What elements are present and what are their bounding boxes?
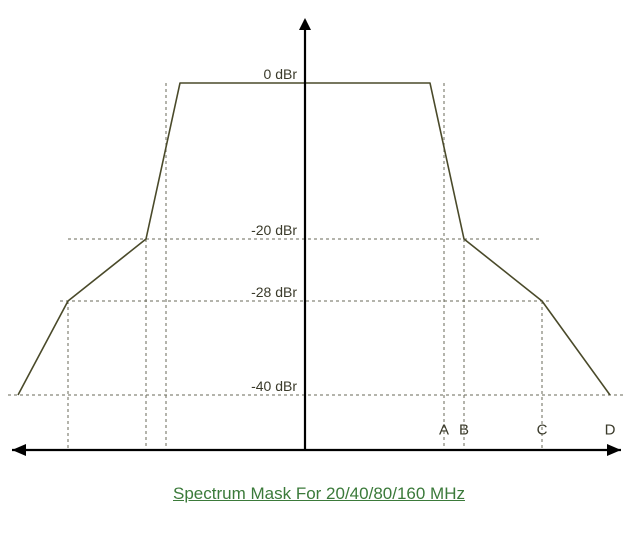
y-axis-arrow	[299, 18, 311, 30]
x-break-label: C	[537, 422, 548, 439]
x-axis-arrow-left	[12, 444, 26, 456]
x-break-label: D	[605, 422, 616, 439]
chart-svg: 0 dBr -20 dBr -28 dBr -40 dBr AB C D	[0, 0, 638, 480]
x-break-label: A	[439, 422, 449, 439]
level-label: -28 dBr	[251, 284, 297, 300]
level-label: -20 dBr	[251, 222, 297, 238]
chart-caption: Spectrum Mask For 20/40/80/160 MHz	[0, 484, 638, 504]
spectrum-mask-diagram: 0 dBr -20 dBr -28 dBr -40 dBr AB C D Spectrum M…	[0, 0, 638, 504]
level-label: -40 dBr	[251, 378, 297, 394]
x-axis-arrow-right	[607, 444, 621, 456]
level-label: 0 dBr	[264, 66, 298, 82]
x-break-label: B	[459, 422, 469, 439]
